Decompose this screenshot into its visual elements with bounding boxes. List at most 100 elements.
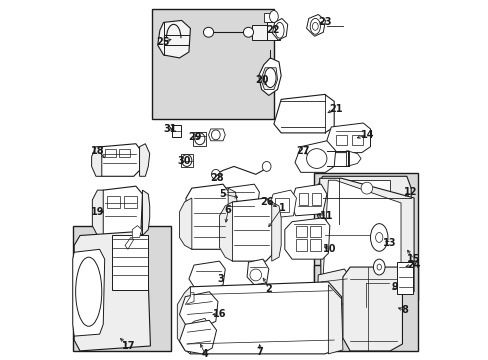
Bar [107, 196, 120, 208]
Text: 7: 7 [256, 347, 263, 357]
Bar [112, 235, 148, 290]
Polygon shape [284, 218, 329, 259]
Ellipse shape [370, 224, 387, 251]
Text: 9: 9 [391, 282, 398, 292]
Polygon shape [322, 180, 400, 287]
Bar [299, 193, 307, 205]
Polygon shape [139, 144, 149, 176]
Polygon shape [73, 249, 104, 336]
Polygon shape [185, 293, 194, 305]
Polygon shape [325, 123, 370, 153]
Ellipse shape [203, 27, 213, 37]
Text: 17: 17 [122, 341, 135, 351]
Bar [313, 173, 417, 300]
Bar [152, 9, 273, 119]
Polygon shape [125, 238, 134, 249]
Polygon shape [188, 261, 225, 289]
Polygon shape [317, 269, 351, 312]
Polygon shape [219, 202, 232, 261]
Bar [119, 149, 130, 157]
Polygon shape [179, 292, 218, 326]
Polygon shape [226, 198, 273, 261]
Polygon shape [246, 259, 268, 285]
Ellipse shape [243, 27, 253, 37]
Ellipse shape [275, 22, 284, 38]
Ellipse shape [312, 22, 318, 30]
Bar [181, 154, 192, 167]
Polygon shape [273, 94, 333, 133]
Bar [313, 265, 417, 351]
Text: 19: 19 [91, 207, 105, 217]
Polygon shape [91, 147, 102, 176]
Polygon shape [97, 144, 141, 176]
Bar [295, 226, 306, 238]
Ellipse shape [194, 133, 204, 145]
Polygon shape [188, 318, 209, 334]
Ellipse shape [306, 149, 326, 168]
Bar [335, 135, 346, 145]
Polygon shape [319, 178, 413, 292]
Text: 30: 30 [178, 156, 191, 166]
Ellipse shape [182, 154, 191, 166]
Text: 27: 27 [296, 146, 309, 156]
Bar [309, 239, 321, 251]
Polygon shape [158, 21, 190, 58]
Text: 18: 18 [91, 146, 105, 156]
Bar [274, 198, 288, 212]
Ellipse shape [309, 18, 320, 34]
Polygon shape [357, 275, 389, 312]
Text: 25: 25 [156, 37, 169, 47]
Text: 3: 3 [217, 274, 224, 284]
Polygon shape [177, 287, 190, 354]
Polygon shape [317, 176, 410, 226]
Text: 23: 23 [317, 17, 331, 27]
Text: 12: 12 [404, 187, 417, 197]
Text: 2: 2 [265, 284, 272, 294]
Polygon shape [97, 186, 142, 235]
Bar [252, 25, 266, 40]
Ellipse shape [211, 130, 220, 140]
Text: 21: 21 [328, 104, 342, 114]
Ellipse shape [211, 170, 220, 179]
Polygon shape [179, 320, 216, 354]
Ellipse shape [375, 233, 382, 242]
Bar [193, 132, 206, 146]
Bar [73, 226, 170, 351]
Ellipse shape [262, 162, 270, 171]
Bar [342, 180, 389, 220]
Polygon shape [74, 231, 150, 351]
Text: 13: 13 [382, 238, 395, 248]
Polygon shape [382, 230, 397, 246]
Polygon shape [258, 58, 281, 95]
Text: 10: 10 [323, 244, 336, 254]
Bar [172, 125, 181, 137]
Text: 11: 11 [320, 211, 333, 221]
Polygon shape [342, 267, 402, 351]
Polygon shape [346, 150, 360, 166]
Text: 31: 31 [163, 124, 177, 134]
Ellipse shape [360, 182, 372, 194]
Ellipse shape [249, 269, 261, 281]
Polygon shape [271, 202, 281, 261]
Polygon shape [142, 190, 149, 235]
Ellipse shape [376, 264, 381, 270]
Bar [266, 22, 279, 40]
Polygon shape [228, 188, 237, 249]
Polygon shape [185, 184, 230, 249]
Bar [104, 149, 115, 157]
Text: 20: 20 [254, 75, 268, 85]
Ellipse shape [269, 10, 278, 22]
Bar [397, 262, 412, 294]
Text: 28: 28 [210, 173, 224, 183]
Polygon shape [208, 129, 225, 141]
Polygon shape [182, 282, 341, 354]
Text: 15: 15 [407, 254, 420, 264]
Polygon shape [306, 14, 325, 36]
Polygon shape [179, 198, 191, 249]
Polygon shape [260, 68, 277, 90]
Polygon shape [328, 285, 342, 354]
Bar [309, 226, 321, 238]
Ellipse shape [264, 68, 276, 87]
Polygon shape [221, 184, 259, 212]
Polygon shape [294, 141, 335, 172]
